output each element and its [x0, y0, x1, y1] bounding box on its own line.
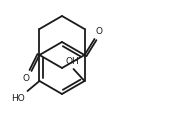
Text: OH: OH — [66, 57, 79, 66]
Text: HO: HO — [11, 94, 24, 103]
Text: O: O — [96, 27, 103, 36]
Text: O: O — [22, 74, 29, 83]
